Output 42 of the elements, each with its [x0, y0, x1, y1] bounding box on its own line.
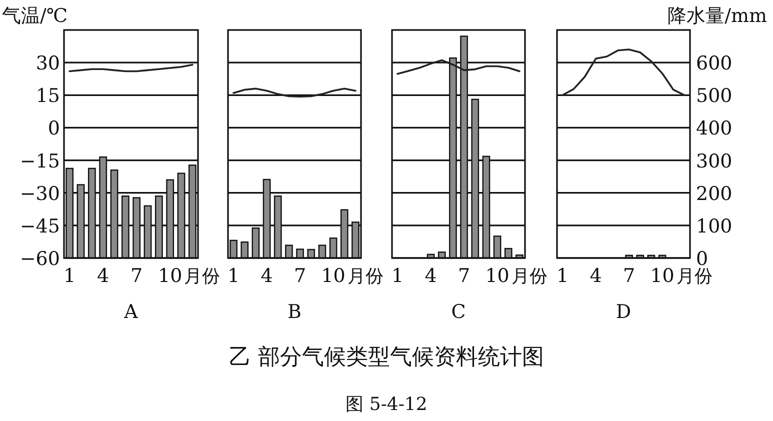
x-axis-title: 月份 — [184, 266, 220, 287]
caption: 图 5-4-12 — [346, 394, 428, 415]
x-tick-label: 10 — [158, 265, 182, 287]
x-tick-label: 4 — [260, 265, 273, 287]
y2-tick-label: 300 — [696, 150, 732, 172]
y-axis-title: 气温/℃ — [2, 5, 68, 27]
y2-tick-label: 600 — [696, 52, 732, 75]
y-tick-label: 0 — [48, 118, 60, 140]
y-tick-label: −60 — [20, 248, 60, 270]
x-tick-label: 1 — [556, 265, 569, 287]
x-tick-label: 10 — [485, 265, 510, 287]
text: B — [288, 301, 302, 323]
text: A — [123, 301, 138, 323]
x-tick-label: 7 — [622, 265, 636, 287]
x-tick-label: 4 — [590, 265, 602, 287]
line-series — [68, 64, 194, 72]
x-tick-label: 7 — [458, 265, 470, 287]
text: D — [616, 301, 632, 323]
y-tick-label: −30 — [20, 182, 60, 205]
text: C — [451, 301, 466, 323]
x-tick-label: 7 — [130, 265, 143, 287]
y-tick-label: −45 — [20, 215, 60, 238]
x-tick-label: 1 — [227, 265, 240, 287]
y2-tick-label: 200 — [696, 182, 732, 205]
x-axis-title: 月份 — [511, 266, 548, 287]
x-axis-title: 月份 — [676, 266, 712, 287]
x-tick-label: 1 — [391, 265, 404, 287]
x-tick-label: 10 — [650, 265, 674, 287]
y-tick-label: 30 — [36, 52, 60, 75]
x-tick-label: 10 — [321, 265, 346, 287]
y2-tick-label: 500 — [696, 85, 732, 108]
y2-axis-title: 降水量/mm — [668, 5, 767, 27]
x-tick-label: 7 — [294, 265, 306, 287]
y2-tick-label: 400 — [696, 118, 732, 140]
x-axis-title: 月份 — [347, 266, 384, 287]
y-tick-label: 15 — [36, 85, 60, 108]
y-tick-label: −15 — [20, 150, 60, 172]
x-tick-label: 4 — [97, 265, 110, 287]
x-tick-label: 1 — [64, 265, 76, 287]
y2-tick-label: 100 — [696, 215, 732, 238]
x-tick-label: 4 — [424, 265, 437, 287]
text: 乙 部分气候类型气候资料统计图 — [229, 345, 544, 370]
